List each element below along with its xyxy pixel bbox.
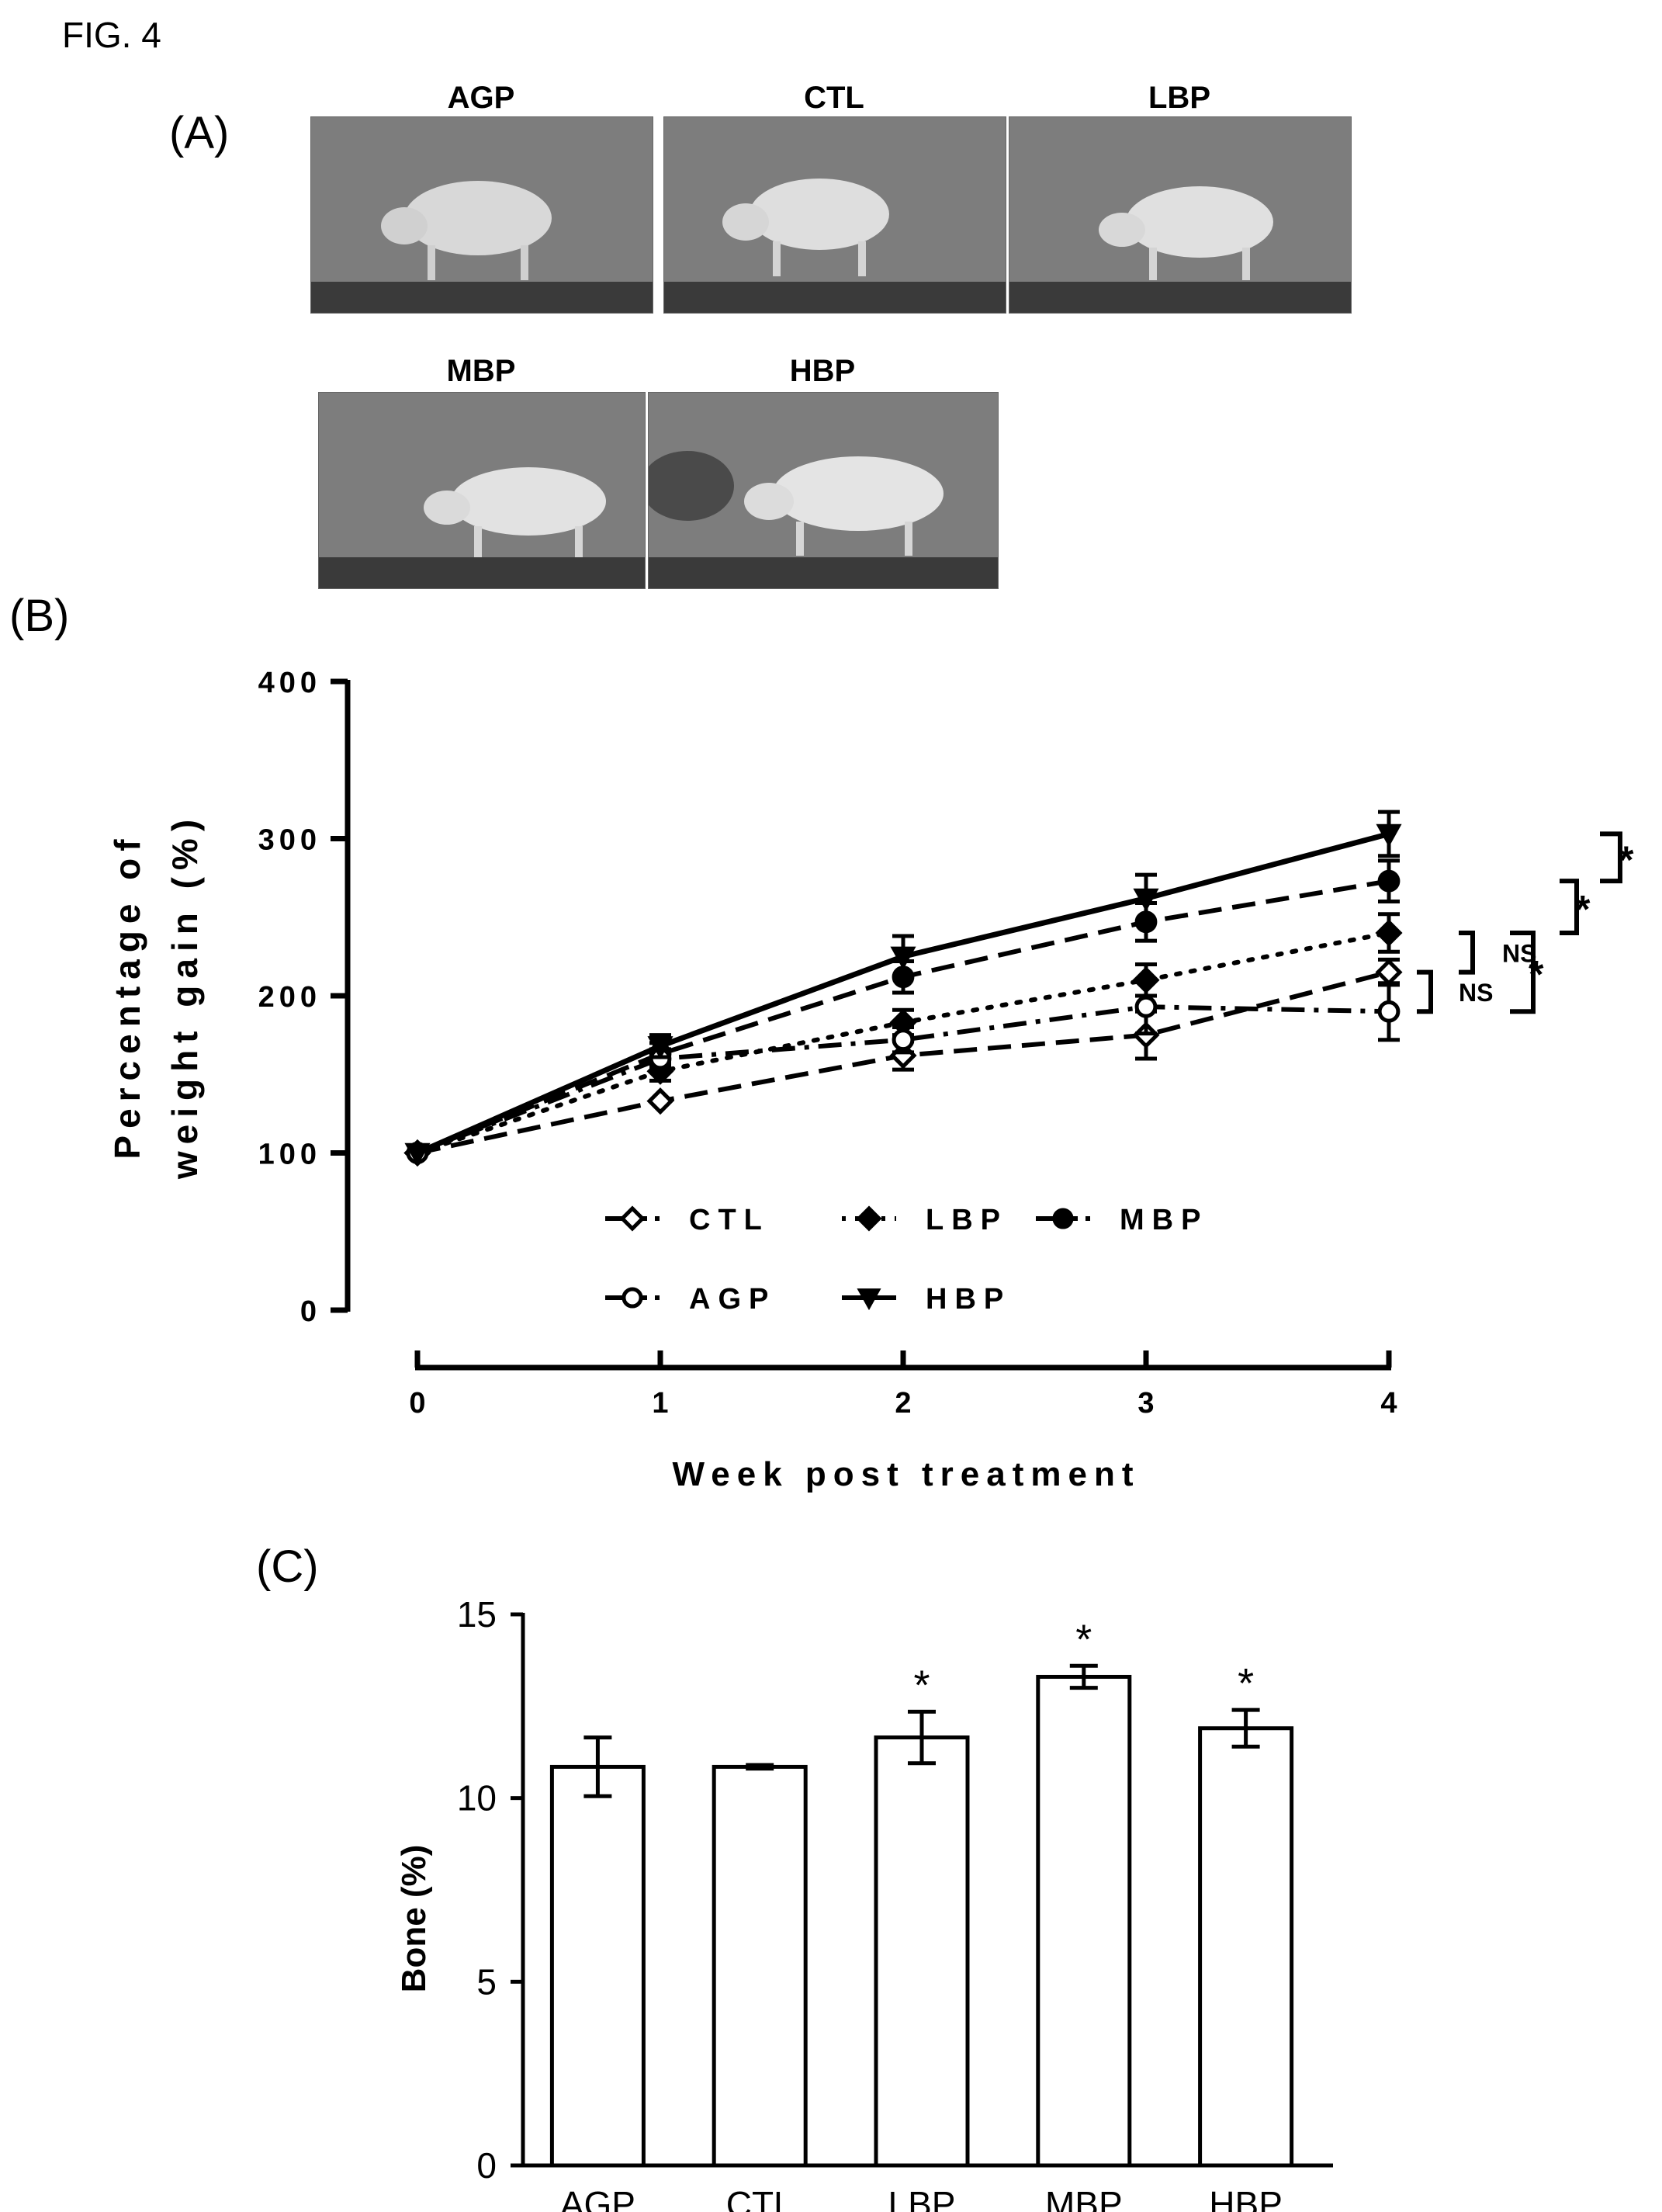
legend-marker-agp — [622, 1287, 643, 1309]
series-hbp — [404, 810, 1402, 1167]
bar-mbp — [1036, 1674, 1132, 2168]
bar-ctl — [712, 1764, 808, 2168]
data-point-hbp — [890, 946, 916, 970]
x-tick-label-mbp: MBP — [1045, 2184, 1123, 2212]
bar-hbp — [1198, 1726, 1294, 2168]
y-tick-label: 300 — [258, 824, 321, 857]
line-chart: 0 100 200 300 400 0 1 2 3 4 Week post treatment Per… — [107, 667, 1634, 1493]
bar-lbp — [874, 1735, 970, 2168]
photo-title-ctl: CTL — [804, 81, 864, 115]
y-tick-label: 5 — [476, 1961, 497, 2002]
x-tick-label-agp: AGP — [560, 2184, 635, 2212]
annot-star-mid-text: * — [1575, 888, 1591, 931]
x-tick-label-lbp: LBP — [888, 2184, 956, 2212]
significance-mark-hbp: * — [1238, 1660, 1254, 1707]
data-point-agp — [1377, 1000, 1401, 1023]
legend-label-agp: AGP — [689, 1283, 776, 1316]
pig-photo-ctl — [663, 116, 1006, 314]
data-point-lbp — [1375, 919, 1403, 947]
x-tick-label-hbp: HBP — [1209, 2184, 1283, 2212]
data-point-hbp — [647, 1036, 673, 1059]
legend-item-lbp: LBP — [842, 1204, 1008, 1236]
x-tick-label: 3 — [1137, 1387, 1154, 1420]
legend-item-hbp: HBP — [842, 1283, 1011, 1316]
legend-label-lbp: LBP — [926, 1204, 1008, 1236]
x-tick-label: 1 — [652, 1387, 668, 1420]
annot-star-high-text: * — [1619, 838, 1634, 882]
panel-b-letter: (B) — [9, 591, 70, 641]
significance-mark-lbp: * — [913, 1662, 930, 1708]
annot-star-high: * — [1600, 831, 1634, 884]
data-point-hbp — [404, 1142, 431, 1167]
series-agp — [406, 978, 1401, 1164]
annot-star-low: * — [1510, 931, 1544, 1014]
legend-item-mbp: MBP — [1036, 1204, 1208, 1236]
legend-marker-lbp — [856, 1205, 882, 1232]
pig-photo-lbp — [1009, 116, 1352, 314]
pig-image-mbp — [319, 393, 645, 588]
pig-photo-agp — [310, 116, 653, 314]
legend-item-agp: AGP — [605, 1283, 776, 1316]
series-line-agp — [416, 1004, 1390, 1156]
annot-star-mid: * — [1560, 879, 1591, 935]
y-tick-label: 15 — [457, 1594, 497, 1635]
legend-label-mbp: MBP — [1120, 1204, 1208, 1236]
legend-label-ctl: CTL — [689, 1204, 770, 1236]
significance-mark-mbp: * — [1075, 1616, 1092, 1662]
annot-star-high-bracket — [1600, 831, 1622, 884]
pig-photo-hbp — [648, 392, 999, 589]
y-tick-label: 100 — [258, 1139, 321, 1171]
annot-ns-lower: NS — [1417, 969, 1493, 1014]
photo-title-lbp: LBP — [1148, 81, 1210, 115]
data-point-mbp — [1377, 869, 1401, 893]
pig-image-hbp — [649, 393, 998, 588]
annot-star-low-text: * — [1529, 953, 1544, 997]
annot-star-low-bracket — [1510, 931, 1536, 1014]
y-tick-label: 0 — [476, 2145, 497, 2186]
pig-photo-mbp — [318, 392, 646, 589]
photo-title-hbp: HBP — [789, 354, 856, 388]
legend-label-hbp: HBP — [926, 1283, 1011, 1316]
x-tick-label-ctl: CTL — [726, 2184, 794, 2212]
legend-item-ctl: CTL — [605, 1204, 770, 1236]
legend-marker-mbp — [1052, 1208, 1074, 1229]
pig-image-ctl — [664, 117, 1006, 313]
x-tick-label: 2 — [895, 1387, 911, 1420]
panel-c-letter: (C) — [256, 1541, 319, 1592]
data-point-hbp — [1133, 888, 1159, 912]
annot-ns-upper: NS — [1459, 931, 1536, 975]
y-tick-label: 0 — [300, 1295, 321, 1328]
legend-marker-ctl — [619, 1205, 646, 1232]
data-point-agp — [892, 1028, 915, 1052]
photo-title-agp: AGP — [447, 81, 515, 115]
y-axis-label: Bone (%) — [395, 1845, 433, 1993]
data-point-agp — [1134, 995, 1158, 1018]
panel-a-letter: (A) — [169, 108, 230, 158]
annot-ns-lower-bracket — [1417, 969, 1433, 1014]
pig-image-agp — [311, 117, 653, 313]
x-tick-label: 0 — [409, 1387, 425, 1420]
legend-marker-hbp — [857, 1288, 881, 1311]
data-point-ctl — [646, 1087, 674, 1115]
y-tick-label: 400 — [258, 667, 321, 699]
data-point-hbp — [1376, 823, 1402, 848]
y-tick-label: 200 — [258, 981, 321, 1014]
bar-chart: 0 5 10 15 Bone (%) AGP CTL * LBP * MBP * HBP — [395, 1594, 1333, 2212]
annot-ns-upper-bracket — [1459, 931, 1475, 975]
x-axis-label: Week post treatment — [673, 1455, 1141, 1493]
annot-ns-lower-text: NS — [1459, 979, 1493, 1007]
photo-title-mbp: MBP — [446, 354, 516, 388]
figure-label: FIG. 4 — [62, 15, 161, 55]
y-tick-label: 10 — [457, 1778, 497, 1818]
x-tick-label: 4 — [1380, 1387, 1397, 1420]
y-axis-label-line1: Percentage of — [107, 832, 147, 1159]
bar-agp — [549, 1764, 646, 2168]
annot-star-mid-bracket — [1560, 879, 1579, 935]
data-point-ctl — [1375, 959, 1403, 986]
y-axis-label-line2: weight gain (%) — [164, 813, 205, 1180]
pig-image-lbp — [1009, 117, 1351, 313]
